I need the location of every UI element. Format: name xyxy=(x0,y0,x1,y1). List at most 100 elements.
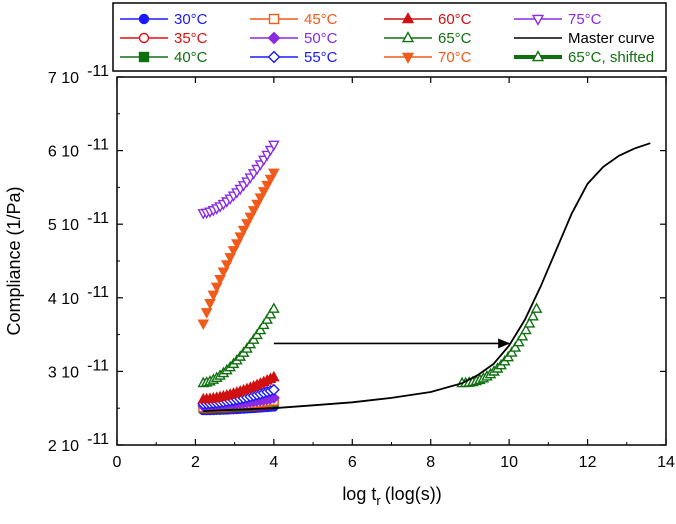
axis-ticks: 0 2 4 6 8 10 12 14 2 10 -11 3 10 -11 4 10 -11 5 10 -11 6… xyxy=(48,63,675,471)
data-point xyxy=(200,308,213,319)
data-point xyxy=(197,319,210,331)
series-70c xyxy=(197,168,280,331)
data-series xyxy=(197,140,651,416)
data-point xyxy=(210,282,223,294)
data-point xyxy=(254,323,267,335)
data-point xyxy=(261,313,273,324)
data-point xyxy=(224,253,236,264)
x-tick-label: 12 xyxy=(579,454,597,471)
y-tick-exponent: -11 xyxy=(87,284,109,301)
legend-label: Master curve xyxy=(568,30,655,47)
data-point xyxy=(523,317,536,328)
data-point xyxy=(234,232,247,243)
data-point xyxy=(247,206,260,217)
legend-marker xyxy=(267,50,281,64)
data-point xyxy=(254,193,267,204)
master-curve-line xyxy=(203,142,651,412)
legend-item-45c: 45°C xyxy=(250,11,338,28)
data-point xyxy=(509,341,522,352)
legend-label: 55°C xyxy=(304,49,338,66)
y-tick-exponent: -11 xyxy=(87,137,109,154)
x-tick-label: 10 xyxy=(500,454,518,471)
legend-label: 30°C xyxy=(174,11,208,28)
legend-marker xyxy=(401,12,415,24)
series-75c xyxy=(197,140,280,220)
data-point xyxy=(505,346,518,357)
legend-item-65c-shifted: 65°C, shifted xyxy=(514,49,654,66)
legend-marker xyxy=(267,31,281,45)
data-point xyxy=(251,199,263,211)
legend: 30°C 35°C 40°C 45°C 50°C 55°C 60°C 65°C 70°C 75°C… xyxy=(120,11,655,66)
y-tick-label: 2 10 xyxy=(48,438,79,455)
x-tick-label: 2 xyxy=(191,454,200,471)
legend-label: 60°C xyxy=(438,11,472,28)
data-point xyxy=(520,323,532,335)
x-tick-label: 0 xyxy=(113,454,122,471)
y-tick-label: 3 10 xyxy=(48,364,79,381)
data-point xyxy=(530,302,543,313)
data-point xyxy=(264,307,277,319)
data-point xyxy=(516,329,529,341)
legend-label: 65°C xyxy=(438,30,472,47)
x-tick-label: 8 xyxy=(426,454,435,471)
data-point xyxy=(513,335,525,347)
legend-box xyxy=(112,2,667,72)
series-65c-shifted xyxy=(456,302,543,388)
legend-item-master-curve: Master curve xyxy=(514,30,655,47)
data-point xyxy=(214,274,226,286)
legend-item-40c: 40°C xyxy=(120,49,208,66)
y-tick-exponent: -11 xyxy=(87,431,109,448)
data-point xyxy=(251,328,263,340)
data-point xyxy=(267,383,280,396)
data-point xyxy=(268,168,280,180)
data-point xyxy=(268,370,280,382)
legend-label: 75°C xyxy=(568,11,602,28)
data-point xyxy=(264,174,277,186)
data-point xyxy=(257,187,270,198)
plot-frame xyxy=(116,76,667,446)
y-tick-label: 6 10 xyxy=(48,144,79,161)
legend-item-35c: 35°C xyxy=(120,30,208,47)
legend-marker xyxy=(268,13,280,25)
data-point xyxy=(220,260,233,271)
y-tick-exponent: -11 xyxy=(87,63,109,80)
x-tick-label: 6 xyxy=(348,454,357,471)
legend-item-75c: 75°C xyxy=(514,11,602,28)
data-point xyxy=(237,225,250,237)
y-tick-label: 4 10 xyxy=(48,291,79,308)
legend-marker xyxy=(531,50,545,62)
x-axis-title-sub: r xyxy=(376,493,381,508)
legend-label: 35°C xyxy=(174,30,208,47)
y-tick-exponent: -11 xyxy=(87,357,109,374)
legend-marker xyxy=(138,51,150,63)
data-point xyxy=(527,309,539,321)
data-point xyxy=(244,212,257,224)
legend-item-60c: 60°C xyxy=(384,11,472,28)
data-point xyxy=(217,267,230,279)
series-60c xyxy=(197,370,280,404)
x-tick-label: 4 xyxy=(269,454,278,471)
data-point xyxy=(268,140,280,152)
legend-label: 45°C xyxy=(304,11,338,28)
legend-label: 50°C xyxy=(304,30,338,47)
y-axis-title: Compliance (1/Pa) xyxy=(4,186,24,335)
legend-item-70c: 70°C xyxy=(384,49,472,66)
y-tick-label: 5 10 xyxy=(48,217,79,234)
x-axis-title: log tr (log(s)) xyxy=(342,484,441,508)
legend-marker xyxy=(401,52,415,64)
legend-item-50c: 50°C xyxy=(250,30,338,47)
legend-item-30c: 30°C xyxy=(120,11,208,28)
data-point xyxy=(241,219,253,230)
x-axis-title-main: log t xyxy=(342,484,376,504)
legend-label: 70°C xyxy=(438,49,472,66)
legend-marker xyxy=(138,32,150,44)
x-tick-label: 14 xyxy=(657,454,675,471)
y-tick-label: 7 10 xyxy=(48,70,79,87)
data-point xyxy=(227,246,240,257)
legend-item-65c: 65°C xyxy=(384,30,472,47)
legend-marker xyxy=(531,14,545,26)
data-point xyxy=(261,180,273,192)
data-point xyxy=(207,290,220,302)
